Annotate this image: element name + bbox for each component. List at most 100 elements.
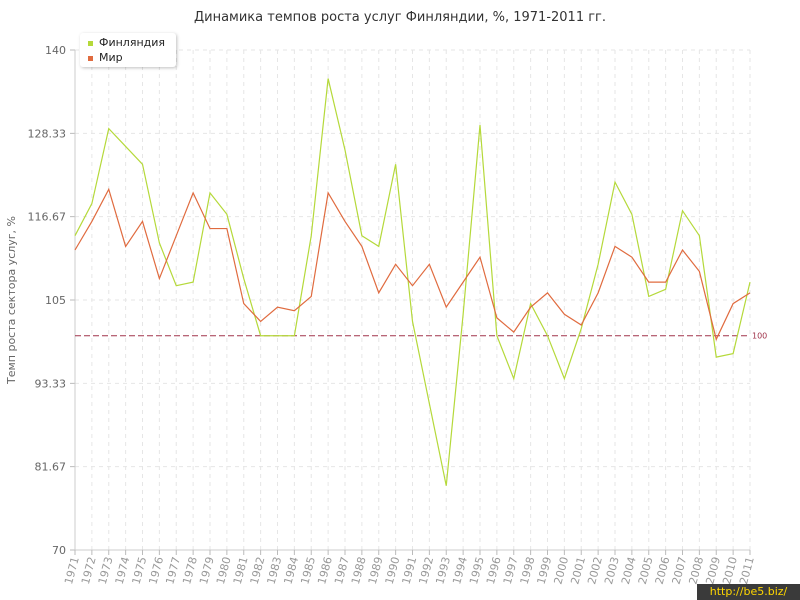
data-point-world [124, 245, 126, 247]
data-point-world [276, 306, 278, 308]
y-tick-label: 70 [52, 544, 66, 557]
data-point-finland [158, 242, 160, 244]
data-point-finland [276, 335, 278, 337]
data-point-world [479, 256, 481, 258]
data-point-world [681, 249, 683, 251]
data-point-world [293, 310, 295, 312]
data-point-finland [479, 124, 481, 126]
data-point-finland [462, 313, 464, 315]
watermark-link[interactable]: http://be5.biz/ [697, 584, 800, 600]
data-point-world [141, 220, 143, 222]
legend-label-world: Мир [99, 51, 123, 64]
data-point-finland [91, 202, 93, 204]
data-point-finland [614, 181, 616, 183]
chart-title: Динамика темпов роста услуг Финляндии, %… [193, 10, 607, 25]
data-point-finland [310, 235, 312, 237]
data-point-finland [293, 335, 295, 337]
data-point-world [749, 292, 751, 294]
data-point-world [259, 320, 261, 322]
data-point-finland [344, 149, 346, 151]
data-point-world [327, 192, 329, 194]
data-point-world [664, 281, 666, 283]
data-point-finland [445, 485, 447, 487]
y-tick-label: 105 [45, 294, 66, 307]
legend: Финляндия Мир [80, 33, 176, 67]
y-axis-title: Темп роста сектора услуг, % [5, 216, 18, 385]
data-point-world [445, 306, 447, 308]
y-tick-label: 93.33 [35, 377, 67, 390]
data-point-finland [361, 235, 363, 237]
data-point-finland [141, 163, 143, 165]
y-tick-label: 81.67 [35, 461, 67, 474]
data-point-world [175, 235, 177, 237]
data-point-finland [327, 77, 329, 79]
data-point-world [614, 245, 616, 247]
data-point-finland [513, 377, 515, 379]
data-point-world [243, 302, 245, 304]
data-point-finland [529, 302, 531, 304]
data-point-finland [732, 352, 734, 354]
y-tick-label: 128.33 [28, 127, 67, 140]
data-point-finland [243, 277, 245, 279]
data-point-finland [394, 163, 396, 165]
data-point-finland [681, 210, 683, 212]
data-point-world [361, 245, 363, 247]
reference-line-label: 100 [752, 332, 767, 341]
data-point-finland [411, 320, 413, 322]
data-point-finland [546, 335, 548, 337]
y-tick-label: 140 [45, 44, 66, 57]
data-point-finland [580, 327, 582, 329]
data-point-finland [428, 402, 430, 404]
data-point-finland [259, 335, 261, 337]
data-point-world [563, 313, 565, 315]
data-point-world [631, 256, 633, 258]
data-point-finland [648, 295, 650, 297]
data-point-finland [749, 281, 751, 283]
data-point-world [91, 220, 93, 222]
legend-item-finland[interactable]: Финляндия [88, 36, 165, 49]
data-point-world [648, 281, 650, 283]
data-point-world [597, 292, 599, 294]
data-point-world [513, 331, 515, 333]
legend-label-finland: Финляндия [99, 36, 166, 49]
data-point-finland [108, 127, 110, 129]
data-point-finland [563, 377, 565, 379]
data-point-finland [715, 356, 717, 358]
legend-item-world[interactable]: Мир [88, 51, 123, 64]
data-point-world [378, 292, 380, 294]
x-tick-label: 2011 [737, 555, 757, 585]
data-point-finland [378, 245, 380, 247]
data-point-world [394, 263, 396, 265]
data-point-world [108, 188, 110, 190]
y-tick-label: 116.67 [28, 211, 67, 224]
data-point-finland [698, 235, 700, 237]
data-point-world [209, 227, 211, 229]
data-point-world [158, 277, 160, 279]
data-point-world [732, 302, 734, 304]
data-point-finland [664, 288, 666, 290]
data-point-world [580, 324, 582, 326]
data-point-world [192, 192, 194, 194]
data-point-world [310, 295, 312, 297]
data-point-world [496, 317, 498, 319]
data-point-world [462, 281, 464, 283]
data-point-world [715, 338, 717, 340]
legend-swatch-world [88, 55, 93, 61]
data-point-finland [631, 213, 633, 215]
data-point-world [411, 285, 413, 287]
data-point-world [344, 220, 346, 222]
data-point-finland [496, 335, 498, 337]
series-line-finland [74, 78, 751, 486]
data-point-finland [74, 235, 76, 237]
data-point-world [428, 263, 430, 265]
data-point-finland [124, 145, 126, 147]
data-point-finland [597, 263, 599, 265]
data-point-finland [226, 213, 228, 215]
series-line-world [74, 187, 751, 342]
data-point-finland [192, 281, 194, 283]
data-point-finland [209, 192, 211, 194]
legend-swatch-finland [88, 40, 93, 46]
data-point-world [74, 249, 76, 251]
